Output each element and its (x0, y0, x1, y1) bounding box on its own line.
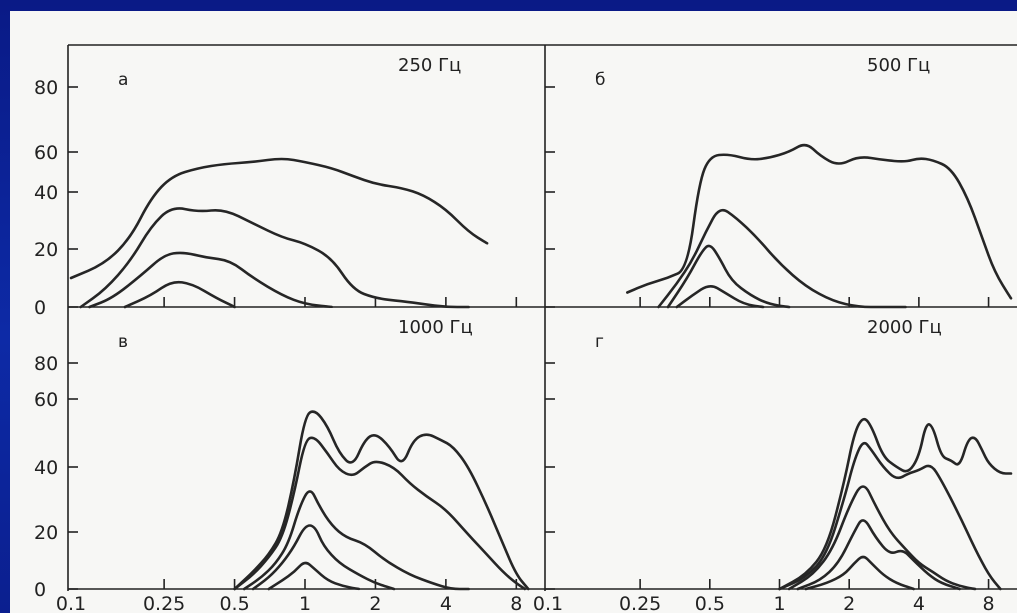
panel-4: 0.1 0.25 0.5 1 2 4 8 г 2000 Гц (533, 317, 1013, 613)
y-tick-label: 60 (34, 142, 58, 164)
series-line-2 (778, 441, 1002, 591)
x-tick-label: 1 (773, 593, 785, 613)
series-line-2 (233, 436, 527, 591)
panel-title: 500 Гц (867, 55, 930, 76)
series-line-4 (796, 519, 961, 591)
y-tick-label: 80 (34, 353, 58, 375)
panel-1: 0 20 40 60 80 а 250 Гц (34, 55, 518, 319)
series-line-1 (778, 417, 1013, 591)
panel-title: 250 Гц (398, 55, 461, 76)
y-tick-label: 0 (34, 579, 46, 601)
x-tick-label: 0.1 (533, 593, 563, 613)
y-tick-label: 0 (34, 297, 46, 319)
x-tick-label: 0.5 (219, 593, 249, 613)
series-line-4 (251, 524, 396, 591)
y-tick-label: 40 (34, 182, 58, 204)
y-tick-label: 20 (34, 522, 58, 544)
x-tick-label: 0.5 (695, 593, 725, 613)
series-line-1 (69, 157, 489, 280)
series-line-4 (675, 284, 765, 309)
x-tick-label: 0.25 (619, 593, 661, 613)
series-line-2 (657, 208, 907, 309)
y-tick-label: 20 (34, 239, 58, 261)
x-tick-label: 8 (510, 593, 522, 613)
x-tick-label: 4 (913, 593, 925, 613)
series-line-3 (242, 490, 470, 591)
series-line-3 (88, 251, 333, 309)
series-line-1 (233, 410, 530, 591)
figure-frame: 0 20 40 60 80 а 250 Гц б 500 Гц 0 20 40 60 80 0.1 0.25 0… (10, 11, 1017, 613)
x-tick-label: 2 (369, 593, 381, 613)
panel-3: 0 20 40 60 80 0.1 0.25 0.5 1 2 4 8 в 1000 Гц (34, 317, 530, 613)
series-line-2 (79, 207, 470, 309)
series-line-5 (804, 555, 916, 591)
series-line-1 (626, 143, 1013, 300)
x-tick-label: 1 (299, 593, 311, 613)
panel-letter: в (118, 332, 128, 352)
x-tick-label: 0.1 (56, 593, 86, 613)
y-tick-label: 40 (34, 457, 58, 479)
series-line-3 (666, 244, 791, 309)
panel-letter: а (118, 70, 128, 90)
series-line-5 (267, 561, 361, 591)
panel-title: 2000 Гц (867, 317, 942, 338)
x-tick-label: 4 (440, 593, 452, 613)
panel-letter: б (595, 70, 605, 90)
panel-letter: г (595, 332, 604, 352)
panel-2: б 500 Гц (545, 55, 1013, 309)
x-tick-label: 2 (843, 593, 855, 613)
series-line-4 (123, 280, 236, 309)
series-line-3 (787, 485, 977, 591)
x-tick-label: 8 (983, 593, 995, 613)
x-tick-label: 0.25 (143, 593, 185, 613)
y-tick-label: 60 (34, 389, 58, 411)
panel-title: 1000 Гц (398, 317, 473, 338)
y-tick-label: 80 (34, 77, 58, 99)
